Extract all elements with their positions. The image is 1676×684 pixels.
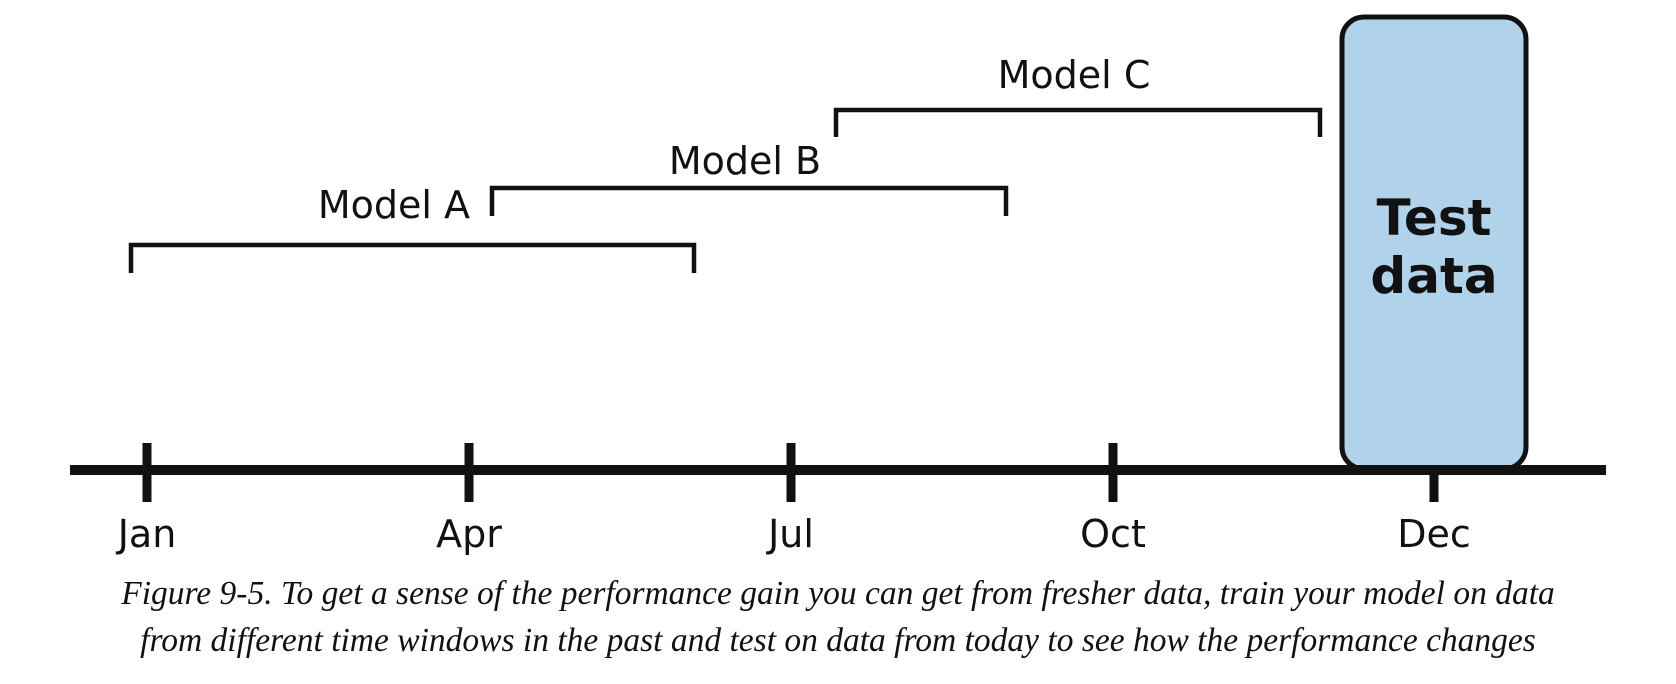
tick-label-oct: Oct [1080, 512, 1146, 556]
figure-caption: Figure 9-5. To get a sense of the perfor… [0, 570, 1676, 664]
model-b-label: Model B [669, 139, 821, 183]
test-data-label-line1: Test [1376, 189, 1491, 247]
tick-label-jul: Jul [766, 512, 814, 556]
model-c-window-bracket [833, 107, 1323, 137]
model-b-window-bracket [489, 185, 1009, 216]
caption-line-1: Figure 9-5. To get a sense of the perfor… [121, 575, 1555, 612]
model-a-window-bracket [128, 242, 697, 273]
caption-line-2: from different time windows in the past … [140, 622, 1536, 659]
model-a-label: Model A [318, 183, 470, 227]
tick-label-jan: Jan [116, 512, 177, 556]
model-c-label: Model C [998, 53, 1151, 97]
tick-label-apr: Apr [436, 512, 502, 556]
tick-label-dec: Dec [1397, 512, 1471, 556]
test-data-label-line2: data [1370, 247, 1497, 305]
timeline-diagram: Test data Jan Apr Jul Oct Dec Model A Mo… [70, 14, 1606, 556]
